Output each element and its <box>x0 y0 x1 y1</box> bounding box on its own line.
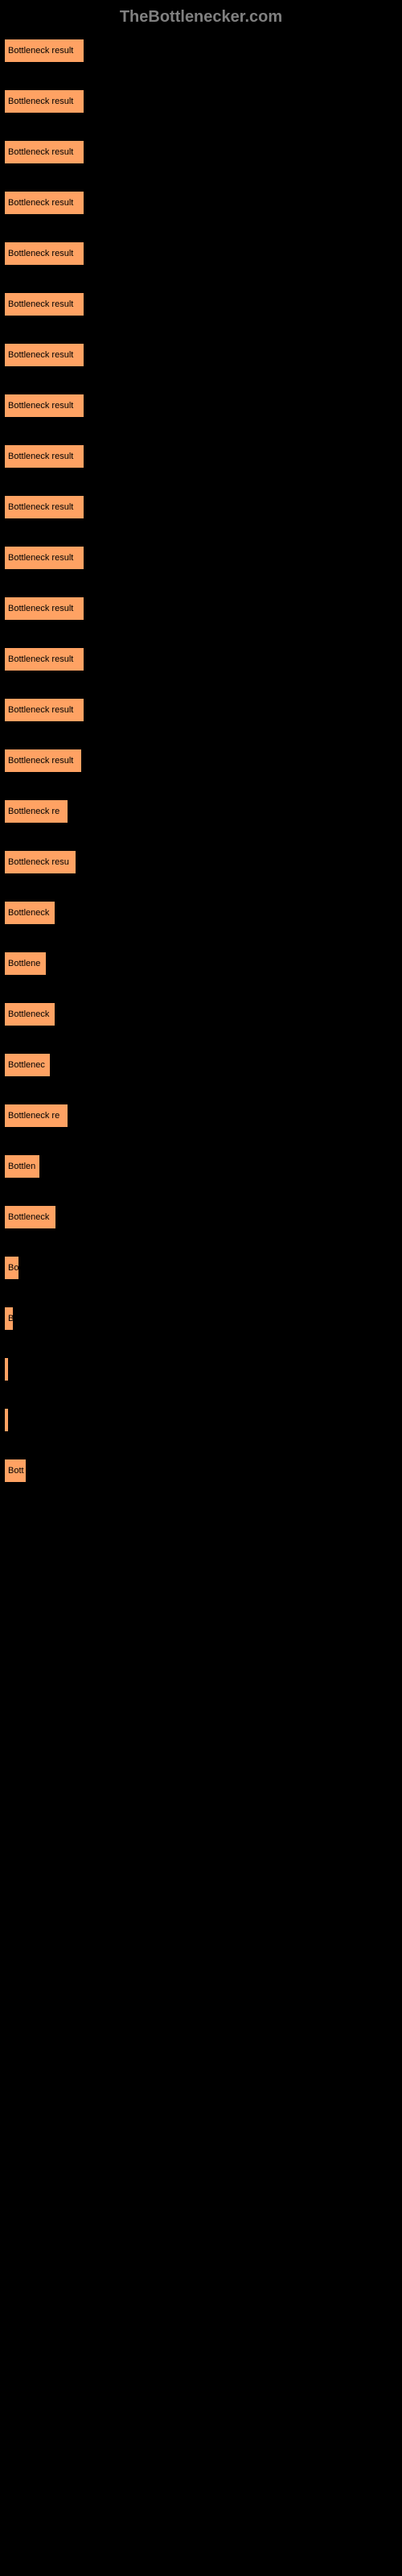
bar: Bottleneck <box>4 901 55 925</box>
bar: Bottleneck result <box>4 597 84 621</box>
bar: Bottleneck resu <box>4 850 76 874</box>
bar: Bottleneck result <box>4 292 84 316</box>
bar-row: Bo <box>4 1256 402 1280</box>
bar-label: Bottleneck re <box>8 807 59 816</box>
bar-row: Bottleneck result <box>4 292 402 316</box>
bar: Bottleneck re <box>4 799 68 824</box>
bar-label: Bottleneck result <box>8 553 73 563</box>
bar-label: Bottlene <box>8 959 40 968</box>
bar: Bottleneck result <box>4 39 84 63</box>
bar <box>4 1357 9 1381</box>
bar-row: Bottlen <box>4 1154 402 1179</box>
bar-label: Bottleneck result <box>8 299 73 309</box>
bar: Bottleneck <box>4 1205 56 1229</box>
bar: Bottleneck result <box>4 749 82 773</box>
bar-label: Bottleneck re <box>8 1111 59 1121</box>
bar: Bottleneck re <box>4 1104 68 1128</box>
bar: Bottleneck result <box>4 89 84 114</box>
bar-row: Bottleneck result <box>4 242 402 266</box>
bar-row: Bottleneck result <box>4 546 402 570</box>
bar-label: Bottleneck result <box>8 46 73 56</box>
bar-label: Bottlenec <box>8 1060 45 1070</box>
bar-row: Bottleneck result <box>4 444 402 469</box>
bar-label: Bottleneck result <box>8 350 73 360</box>
bar-chart: Bottleneck result Bottleneck result Bottle… <box>0 39 402 1483</box>
bar-label: Bottleneck <box>8 1212 49 1222</box>
bar-label: Bottleneck result <box>8 147 73 157</box>
bar <box>4 1408 9 1432</box>
bar: Bottleneck result <box>4 495 84 519</box>
bar-label: Bottleneck result <box>8 401 73 411</box>
bar: Bo <box>4 1256 19 1280</box>
header: TheBottlenecker.com <box>0 0 402 39</box>
bar-label: Bottleneck result <box>8 249 73 258</box>
bar-label: Bo <box>8 1263 18 1273</box>
bar-row: Bottleneck result <box>4 394 402 418</box>
bar: Bottleneck result <box>4 191 84 215</box>
site-title: TheBottlenecker.com <box>120 8 282 26</box>
bar: Bottleneck result <box>4 242 84 266</box>
bar-row: Bottleneck result <box>4 140 402 164</box>
bar-label: Bott <box>8 1466 24 1476</box>
bar-row: Bottleneck result <box>4 495 402 519</box>
bar-row <box>4 1357 402 1381</box>
bar-row: Bottleneck re <box>4 1104 402 1128</box>
bar: Bottleneck result <box>4 647 84 671</box>
bar: Bottlenec <box>4 1053 51 1077</box>
bar-row: Bottleneck result <box>4 647 402 671</box>
bar-label: Bottleneck <box>8 908 49 918</box>
bar-label: Bottleneck result <box>8 654 73 664</box>
bar: B <box>4 1307 14 1331</box>
bar-row: Bottleneck result <box>4 597 402 621</box>
bar-row: Bottleneck result <box>4 698 402 722</box>
bar-row: Bottleneck <box>4 1002 402 1026</box>
bar-row: Bottleneck <box>4 1205 402 1229</box>
bar-label: Bottlen <box>8 1162 35 1171</box>
bar-row: Bottleneck result <box>4 343 402 367</box>
bar-label: Bottleneck result <box>8 502 73 512</box>
bar-label: Bottleneck result <box>8 756 73 766</box>
bar-row: Bottleneck re <box>4 799 402 824</box>
bar-label: Bottleneck result <box>8 705 73 715</box>
bar: Bottleneck result <box>4 444 84 469</box>
bar-row: Bottleneck result <box>4 89 402 114</box>
bar-label: Bottleneck result <box>8 604 73 613</box>
bar-row: Bottlene <box>4 952 402 976</box>
bar-row: Bottleneck result <box>4 191 402 215</box>
bar-row: Bottleneck result <box>4 749 402 773</box>
bar-label: B <box>8 1314 14 1323</box>
bar: Bottleneck <box>4 1002 55 1026</box>
bar-label: Bottleneck result <box>8 198 73 208</box>
bar: Bottleneck result <box>4 343 84 367</box>
bar-label: Bottleneck <box>8 1009 49 1019</box>
bar: Bottlen <box>4 1154 40 1179</box>
bar: Bottleneck result <box>4 698 84 722</box>
bar-row: Bottleneck <box>4 901 402 925</box>
bar: Bottleneck result <box>4 140 84 164</box>
bar-label: Bottleneck result <box>8 452 73 461</box>
bar-row: Bottleneck result <box>4 39 402 63</box>
bar-label: Bottleneck resu <box>8 857 69 867</box>
bar-label: Bottleneck result <box>8 97 73 106</box>
bar: Bott <box>4 1459 27 1483</box>
bar: Bottleneck result <box>4 546 84 570</box>
bar-row: Bott <box>4 1459 402 1483</box>
bar-row <box>4 1408 402 1432</box>
bar: Bottlene <box>4 952 47 976</box>
bar-row: Bottlenec <box>4 1053 402 1077</box>
bar: Bottleneck result <box>4 394 84 418</box>
bar-row: B <box>4 1307 402 1331</box>
bar-row: Bottleneck resu <box>4 850 402 874</box>
